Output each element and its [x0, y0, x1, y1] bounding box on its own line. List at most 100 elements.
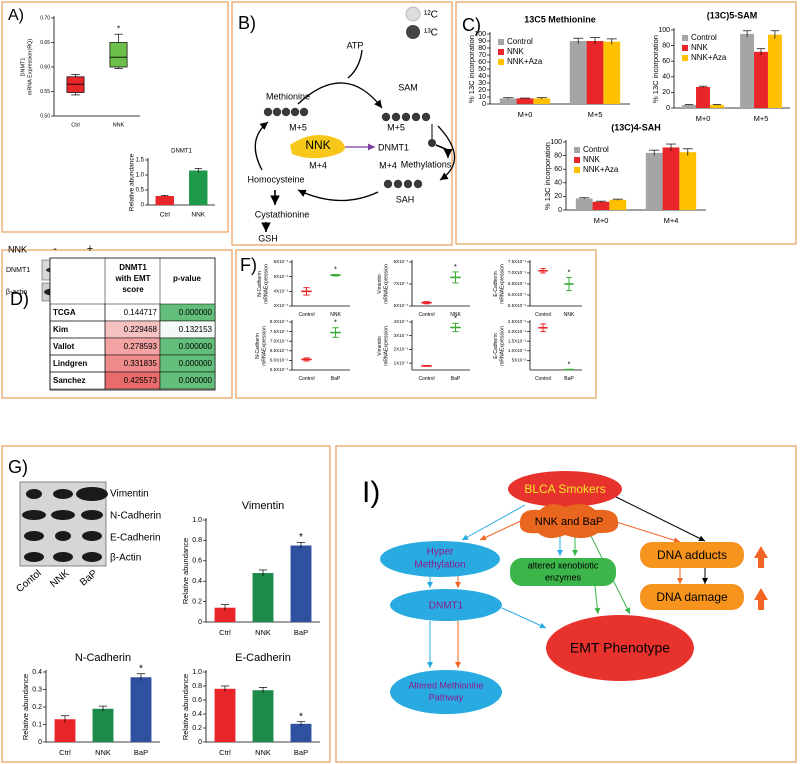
cycle-arrow: [254, 121, 269, 171]
node-label: NNK and BaP: [535, 516, 603, 528]
methyl-bead: [428, 139, 436, 147]
x-tick-label: M+0: [518, 110, 533, 119]
y-tick-label: 7.5X10⁻¹: [270, 329, 289, 334]
carbon-bead: [413, 179, 423, 189]
significance-mark: *: [568, 267, 571, 276]
y-axis-label: mRNAExpression: [499, 326, 505, 366]
chart-title: E-Cadherin: [235, 652, 291, 664]
y-tick-label: 0: [558, 207, 562, 214]
panel-border: [1, 249, 233, 399]
up-arrow: [754, 546, 768, 568]
legend-label: NNK+Aza: [583, 165, 619, 174]
panel-label: F): [240, 255, 257, 275]
x-tick-label: Ctrl: [219, 748, 231, 757]
panel-border: [231, 1, 453, 246]
node-label: DNA damage: [656, 590, 728, 604]
y-axis-label: N-Cadherin: [255, 333, 261, 359]
bar: [696, 86, 710, 108]
y-tick-label: 1.5X10⁻¹: [508, 338, 527, 343]
legend-swatch: [682, 35, 688, 41]
y-axis-label: % 13C incorporation: [543, 142, 552, 210]
blot-band: [24, 531, 44, 541]
chart: 0 0.5 1.0 1.5 DNMT1 Relative abundance Ctrl NNK: [129, 149, 215, 219]
bar: [252, 573, 274, 622]
blot-lane: +: [87, 243, 93, 255]
blot-band: [81, 510, 103, 520]
y-tick-label: 6.5X10⁻¹: [508, 281, 527, 286]
y-tick-label: 70: [478, 52, 486, 59]
significance-mark: *: [117, 24, 120, 33]
panel-label: D): [10, 289, 29, 309]
bar: [754, 51, 768, 108]
table-header: DNMT1: [119, 263, 147, 272]
legend-label: NNK+Aza: [691, 53, 727, 62]
arrow: [609, 493, 706, 542]
arrow: [501, 607, 547, 629]
x-tick-label: Ctrl: [219, 628, 231, 637]
y-tick-label: 0.60: [40, 64, 50, 70]
carbon-bead: [281, 107, 291, 117]
blot-row-label: DNMT1: [6, 267, 30, 274]
y-tick-label: 4X10⁻¹: [274, 289, 289, 294]
chart: 5.5X10⁻¹ 6.0X10⁻¹ 6.5X10⁻¹ 7.0X10⁻¹ 7.5X10⁻¹…: [493, 259, 582, 318]
table-cell: [159, 371, 216, 390]
y-tick-label: 0.8: [192, 683, 202, 690]
x-tick-label: Control: [535, 376, 551, 382]
table-header: p-value: [173, 274, 202, 283]
x-tick-label: Control: [418, 312, 434, 318]
x-tick-label: Control: [298, 312, 314, 318]
y-tick-label: 1.5: [136, 158, 145, 164]
x-tick-label: BaP: [451, 376, 461, 382]
table-value: 0.331835: [124, 359, 158, 368]
western-blot: Vimentin N-Cadherin E-Cadherin β-Actin C…: [14, 481, 161, 595]
y-tick-label: 8.0X10⁻¹: [270, 319, 289, 324]
y-tick-label: 5.5X10⁻¹: [270, 367, 289, 372]
x-tick-label: NNK: [564, 312, 575, 318]
y-tick-label: 90: [478, 38, 486, 45]
chart: 0 0.1 0.2 0.3 0.4 N-Cadherin Relative abundanc…: [21, 652, 160, 757]
y-tick-label: 5X10⁻²: [512, 358, 527, 363]
y-tick-label: 100: [658, 27, 670, 34]
y-axis-label: Relative abundance: [21, 674, 30, 740]
y-tick-label: 100: [550, 139, 562, 146]
x-tick-label: M+5: [754, 114, 769, 123]
chart: 0 20 40 60 80 100 (13C)5-SAM % 13C incorporatio…: [651, 10, 790, 123]
cycle-arrow: [297, 82, 383, 109]
y-tick-label: 60: [478, 59, 486, 66]
node-label: M+4: [379, 160, 397, 170]
panel-label: I): [362, 476, 380, 509]
blot-band: [53, 552, 73, 562]
bar: [740, 33, 755, 108]
y-tick-label: 0.6: [192, 558, 202, 565]
cycle-arrow: [437, 125, 456, 181]
carbon-bead: [381, 112, 391, 122]
y-tick-label: 20: [554, 193, 562, 200]
bar: [709, 104, 724, 108]
panel-label: B): [238, 13, 256, 33]
blot-row-label: β-Actin: [110, 553, 141, 564]
bar: [662, 147, 680, 210]
y-tick-label: 50: [478, 66, 486, 73]
bar: [92, 708, 114, 742]
y-tick-label: 60: [662, 58, 670, 65]
y-tick-label: 7.0X10⁻¹: [270, 338, 289, 343]
node-label: Homocysteine: [247, 174, 304, 184]
cycle-arrow: [347, 49, 363, 79]
table-value: 0.000000: [179, 376, 213, 385]
blot-lane: -: [53, 243, 57, 255]
chart: 0 0.2 0.4 0.6 0.8 1.0 Vimentin Relative abundan…: [181, 500, 320, 637]
panel-border: [1, 445, 331, 763]
y-tick-label: 0.2: [192, 725, 202, 732]
blot-row-label: E-Cadherin: [110, 533, 161, 544]
legend-label: NNK: [583, 155, 601, 164]
significance-mark: *: [139, 663, 143, 674]
node-label: Hyper: [427, 547, 454, 558]
bar: [645, 152, 663, 210]
y-tick-label: 5.5X10⁻¹: [508, 303, 527, 308]
panel-border: [455, 1, 797, 245]
isotope-label: ¹²C: [424, 10, 438, 21]
panel-border: [335, 445, 797, 763]
x-tick-label: M+0: [696, 114, 711, 123]
carbon-bead: [403, 179, 413, 189]
carbon-bead: [421, 112, 431, 122]
